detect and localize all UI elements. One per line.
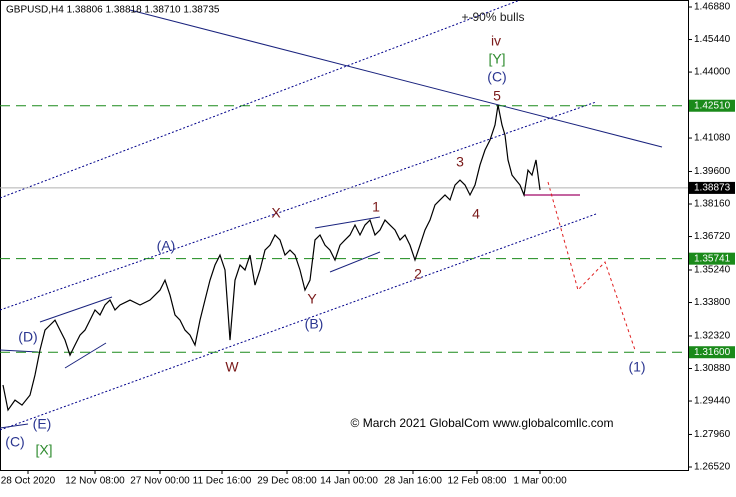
x-tick-label: 12 Feb 08:00 bbox=[448, 476, 507, 487]
channel-line bbox=[0, 0, 521, 199]
channel-line bbox=[0, 213, 597, 431]
x-tick-label: 27 Nov 00:00 bbox=[130, 476, 190, 487]
y-tick-label: 1.29440 bbox=[694, 396, 731, 407]
x-tick-label: 28 Jan 16:00 bbox=[384, 476, 442, 487]
wave-label: 2 bbox=[414, 266, 422, 282]
wave-label: Y bbox=[307, 291, 317, 307]
plot-frame bbox=[0, 0, 689, 471]
chart-title: GBPUSD,H4 1.38806 1.38818 1.38710 1.3873… bbox=[6, 5, 220, 16]
level-box bbox=[689, 252, 735, 265]
y-tick-label: 1.35240 bbox=[694, 265, 731, 276]
current-price-label: 1.38873 bbox=[694, 183, 731, 194]
wave-label: (1) bbox=[628, 359, 645, 375]
wave-label: [Y] bbox=[488, 51, 505, 67]
level-label: 1.31600 bbox=[694, 347, 731, 358]
x-tick-label: 12 Nov 08:00 bbox=[65, 476, 125, 487]
trend-line bbox=[39, 296, 113, 323]
copyright: © March 2021 GlobalCom www.globalcomllc.… bbox=[351, 416, 614, 430]
wave-label: 1 bbox=[372, 199, 380, 215]
x-tick-label: 14 Jan 00:00 bbox=[320, 476, 378, 487]
wave-label: (A) bbox=[157, 238, 176, 254]
y-tick-label: 1.27960 bbox=[694, 429, 731, 440]
trend-line bbox=[314, 216, 381, 229]
wave-label: 3 bbox=[456, 154, 464, 170]
wave-label: +-90% bulls bbox=[461, 10, 524, 24]
level-label: 1.35741 bbox=[694, 253, 731, 264]
trend-line bbox=[129, 9, 663, 148]
trend-line bbox=[64, 342, 107, 369]
trend-line bbox=[0, 423, 29, 429]
wave-label: W bbox=[225, 359, 239, 375]
y-tick-label: 1.26520 bbox=[694, 462, 731, 473]
x-tick-label: 28 Oct 2020 bbox=[1, 476, 56, 487]
y-tick-label: 1.33800 bbox=[694, 297, 731, 308]
y-tick-label: 1.32320 bbox=[694, 331, 731, 342]
y-tick-label: 1.38160 bbox=[694, 199, 731, 210]
trend-line bbox=[0, 349, 39, 353]
x-tick-label: 1 Mar 00:00 bbox=[513, 476, 567, 487]
y-tick-label: 1.36720 bbox=[694, 231, 731, 242]
price-line bbox=[2, 104, 541, 412]
x-tick-label: 11 Dec 16:00 bbox=[193, 476, 252, 487]
trend-line bbox=[329, 251, 381, 273]
wave-label: X bbox=[271, 205, 281, 221]
wave-label: [X] bbox=[35, 442, 52, 458]
wave-label: (B) bbox=[305, 316, 324, 332]
wave-label: (E) bbox=[33, 416, 52, 432]
y-tick-label: 1.30880 bbox=[694, 363, 731, 374]
y-tick-label: 1.46880 bbox=[694, 2, 731, 13]
trend-lines bbox=[0, 0, 663, 431]
y-tick-label: 1.39600 bbox=[694, 166, 731, 177]
level-label: 1.42510 bbox=[694, 100, 731, 111]
level-box bbox=[689, 346, 735, 359]
wave-label: (C) bbox=[487, 69, 506, 85]
channel-line bbox=[0, 101, 597, 311]
y-tick-label: 1.44000 bbox=[694, 67, 731, 78]
wave-label: iv bbox=[491, 33, 501, 49]
x-tick-label: 29 Dec 08:00 bbox=[257, 476, 317, 487]
wave-label: (D) bbox=[18, 329, 37, 345]
y-tick-label: 1.45440 bbox=[694, 34, 731, 45]
wave-label: 5 bbox=[493, 88, 501, 104]
wave-label: (C) bbox=[5, 434, 24, 450]
y-tick-label: 1.41080 bbox=[694, 133, 731, 144]
current-price-box bbox=[689, 181, 735, 194]
wave-label: 4 bbox=[472, 206, 480, 222]
forecast-path bbox=[547, 181, 636, 351]
level-box bbox=[689, 99, 735, 112]
